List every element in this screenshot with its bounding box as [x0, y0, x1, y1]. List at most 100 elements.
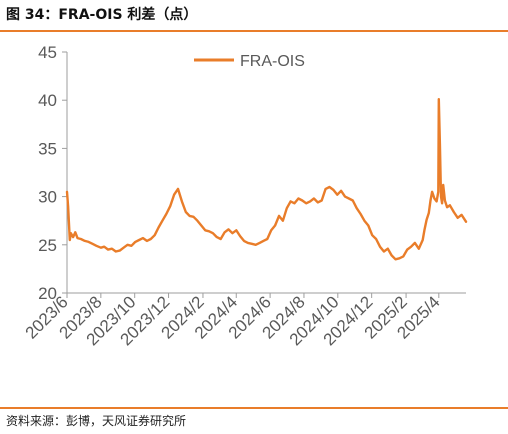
data-point	[67, 205, 69, 207]
data-point	[438, 98, 440, 100]
data-point	[204, 229, 206, 232]
data-point	[444, 199, 446, 202]
data-point	[352, 199, 354, 202]
data-point	[74, 231, 77, 234]
data-point	[437, 191, 440, 193]
data-point	[317, 201, 319, 204]
data-point	[441, 202, 443, 205]
data-point	[324, 188, 327, 190]
data-point	[428, 212, 430, 214]
data-point	[406, 248, 409, 251]
legend-label-fra-ois: FRA-OIS	[240, 53, 305, 70]
data-point	[185, 211, 187, 213]
y-axis: 20 25 30 35 40 45	[38, 43, 68, 303]
data-point	[418, 247, 420, 250]
data-point	[305, 202, 308, 205]
data-point	[453, 211, 455, 213]
data-point	[91, 243, 94, 245]
data-point	[247, 242, 249, 244]
data-point	[126, 244, 129, 246]
data-point	[69, 239, 71, 241]
data-point	[72, 236, 74, 238]
data-point	[286, 207, 288, 209]
data-point	[251, 243, 253, 245]
data-point	[84, 240, 86, 242]
data-point	[100, 246, 102, 249]
data-point	[188, 215, 191, 217]
data-point	[118, 249, 121, 252]
data-point	[328, 186, 331, 188]
data-point	[410, 245, 412, 248]
data-point	[270, 229, 273, 232]
data-point	[223, 231, 226, 234]
data-point	[332, 189, 335, 191]
data-point	[449, 204, 451, 207]
data-point	[293, 202, 296, 205]
data-point	[169, 205, 171, 207]
data-point	[336, 193, 339, 196]
data-point	[111, 247, 113, 250]
data-point	[80, 238, 82, 240]
data-point	[446, 206, 448, 208]
data-point	[433, 197, 436, 200]
data-point	[289, 200, 292, 203]
data-point	[239, 235, 241, 237]
data-point	[309, 200, 311, 203]
data-point	[340, 190, 342, 192]
data-point	[177, 188, 179, 190]
data-point	[465, 220, 467, 223]
data-point	[278, 215, 280, 217]
data-point	[266, 238, 269, 240]
data-point	[153, 234, 156, 236]
data-point	[196, 219, 199, 222]
data-point	[258, 242, 261, 244]
data-point	[161, 219, 164, 222]
data-point	[66, 191, 68, 193]
data-point	[216, 236, 218, 238]
data-point	[383, 250, 385, 253]
data-point	[439, 142, 441, 145]
data-point	[375, 238, 377, 240]
data-point	[435, 200, 438, 203]
source-note: 资料来源：彭博，天风证券研究所	[6, 414, 187, 428]
data-point	[414, 242, 416, 244]
data-point	[254, 244, 257, 246]
data-point	[146, 240, 148, 242]
data-point	[231, 232, 234, 234]
data-point	[367, 224, 370, 227]
data-point	[379, 245, 381, 248]
data-point	[431, 191, 433, 193]
data-point	[398, 257, 401, 260]
data-point	[142, 237, 144, 239]
data-point	[262, 240, 265, 242]
data-point	[460, 214, 463, 216]
data-point	[355, 207, 358, 209]
data-point	[138, 239, 140, 241]
data-point	[387, 247, 389, 250]
data-point	[359, 213, 362, 215]
data-point	[87, 241, 90, 243]
data-point	[103, 245, 105, 248]
y-tick-label: 45	[38, 43, 57, 62]
data-point	[282, 219, 284, 222]
data-point	[243, 240, 245, 242]
data-point	[134, 241, 137, 243]
data-point	[442, 184, 445, 186]
y-tick-label: 40	[38, 91, 57, 110]
data-point	[456, 217, 459, 219]
source-divider	[0, 407, 508, 409]
data-point	[200, 224, 203, 227]
data-point	[421, 239, 424, 241]
data-point	[297, 197, 300, 200]
y-tick-label: 20	[38, 284, 57, 303]
data-point	[95, 245, 98, 247]
y-tick-label: 30	[38, 188, 57, 207]
data-point	[130, 245, 133, 247]
data-point	[394, 258, 397, 261]
data-point	[274, 224, 276, 227]
series-line-fra-ois	[65, 97, 468, 261]
data-point	[219, 238, 222, 240]
data-point	[425, 218, 428, 221]
series-layer	[65, 97, 468, 261]
data-point	[157, 226, 160, 229]
